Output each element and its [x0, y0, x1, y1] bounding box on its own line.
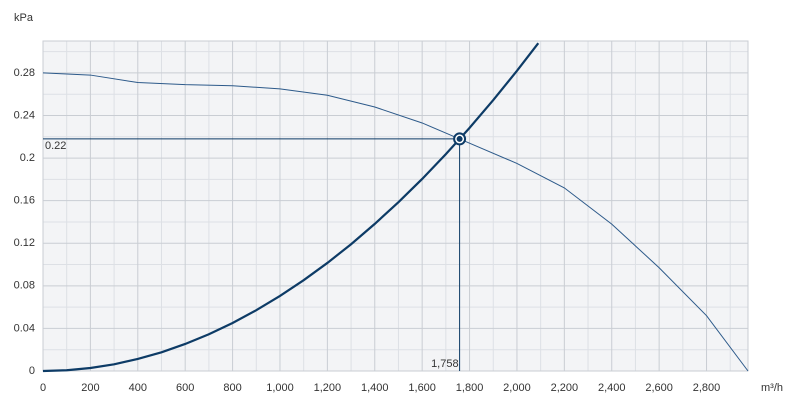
y-tick-label: 0.28 [14, 67, 35, 79]
y-tick-label: 0.24 [14, 109, 35, 121]
x-tick-label: 0 [40, 382, 46, 394]
x-axis-unit: m³/h [761, 382, 783, 394]
x-tick-label: 200 [81, 382, 99, 394]
y-axis-unit: kPa [14, 12, 34, 24]
x-tick-label: 2,200 [551, 382, 579, 394]
x-tick-label: 1,200 [314, 382, 342, 394]
x-tick-label: 1,400 [361, 382, 389, 394]
x-tick-label: 800 [223, 382, 241, 394]
operating-point-core [456, 135, 463, 142]
x-tick-label: 600 [176, 382, 194, 394]
x-tick-label: 1,000 [266, 382, 294, 394]
y-tick-label: 0.04 [14, 322, 35, 334]
plot-border [42, 40, 749, 372]
x-tick-label: 2,800 [693, 382, 721, 394]
x-tick-label: 2,000 [503, 382, 531, 394]
series-line [42, 72, 749, 372]
x-tick-label: 1,800 [456, 382, 484, 394]
y-tick-label: 0.16 [14, 195, 35, 207]
y-tick-label: 0.12 [14, 237, 35, 249]
operating-y-label: 0.22 [45, 140, 66, 152]
x-tick-label: 2,400 [598, 382, 626, 394]
x-tick-label: 400 [129, 382, 147, 394]
y-tick-label: 0 [29, 365, 35, 377]
x-tick-label: 2,600 [645, 382, 673, 394]
x-tick-label: 1,600 [408, 382, 436, 394]
operating-x-label: 1,758 [431, 358, 459, 370]
y-tick-label: 0.2 [20, 152, 35, 164]
y-tick-label: 0.08 [14, 280, 35, 292]
